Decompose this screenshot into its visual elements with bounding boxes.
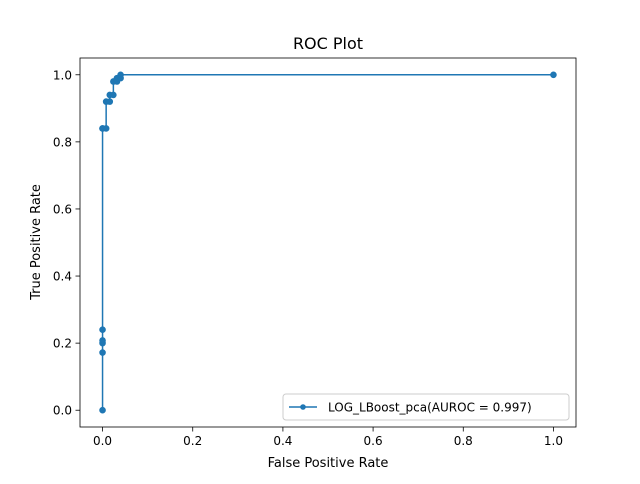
legend-label: LOG_LBoost_pca(AUROC = 0.997) — [328, 401, 532, 415]
axes: 0.0 0.2 0.4 0.6 0.8 1.0 0.0 0.2 0.4 0.6 0.8 1.0 — [53, 57, 577, 448]
x-tick-label: 0.8 — [454, 434, 473, 448]
y-tick-label: 0.6 — [53, 202, 72, 216]
data-point — [550, 71, 557, 79]
x-tick-label: 0.0 — [93, 434, 112, 448]
x-axis-label: False Positive Rate — [268, 456, 389, 471]
x-tick-label: 1.0 — [544, 434, 563, 448]
x-tick-label: 0.6 — [364, 434, 383, 448]
plot-area — [99, 71, 557, 414]
data-point — [110, 91, 117, 99]
data-point — [99, 326, 106, 334]
x-tick-label: 0.2 — [183, 434, 202, 448]
data-point — [99, 406, 106, 414]
y-tick-label: 0.4 — [53, 270, 72, 284]
y-axis-label: True Positive Rate — [29, 184, 44, 301]
data-point — [99, 337, 106, 344]
data-point — [106, 98, 114, 105]
y-tick-label: 1.0 — [53, 68, 72, 82]
y-tick-label: 0.0 — [53, 404, 72, 418]
legend-box — [282, 393, 570, 421]
data-point — [102, 125, 110, 132]
data-point — [117, 71, 124, 79]
legend: LOG_LBoost_pca(AUROC = 0.997) — [282, 393, 570, 421]
data-point — [99, 349, 106, 356]
y-tick-label: 0.2 — [53, 337, 72, 351]
y-tick-label: 0.8 — [53, 135, 72, 149]
axes-frame — [79, 57, 577, 428]
x-tick-label: 0.4 — [273, 434, 292, 448]
chart-title: ROC Plot — [293, 34, 363, 53]
legend-marker — [300, 404, 306, 410]
